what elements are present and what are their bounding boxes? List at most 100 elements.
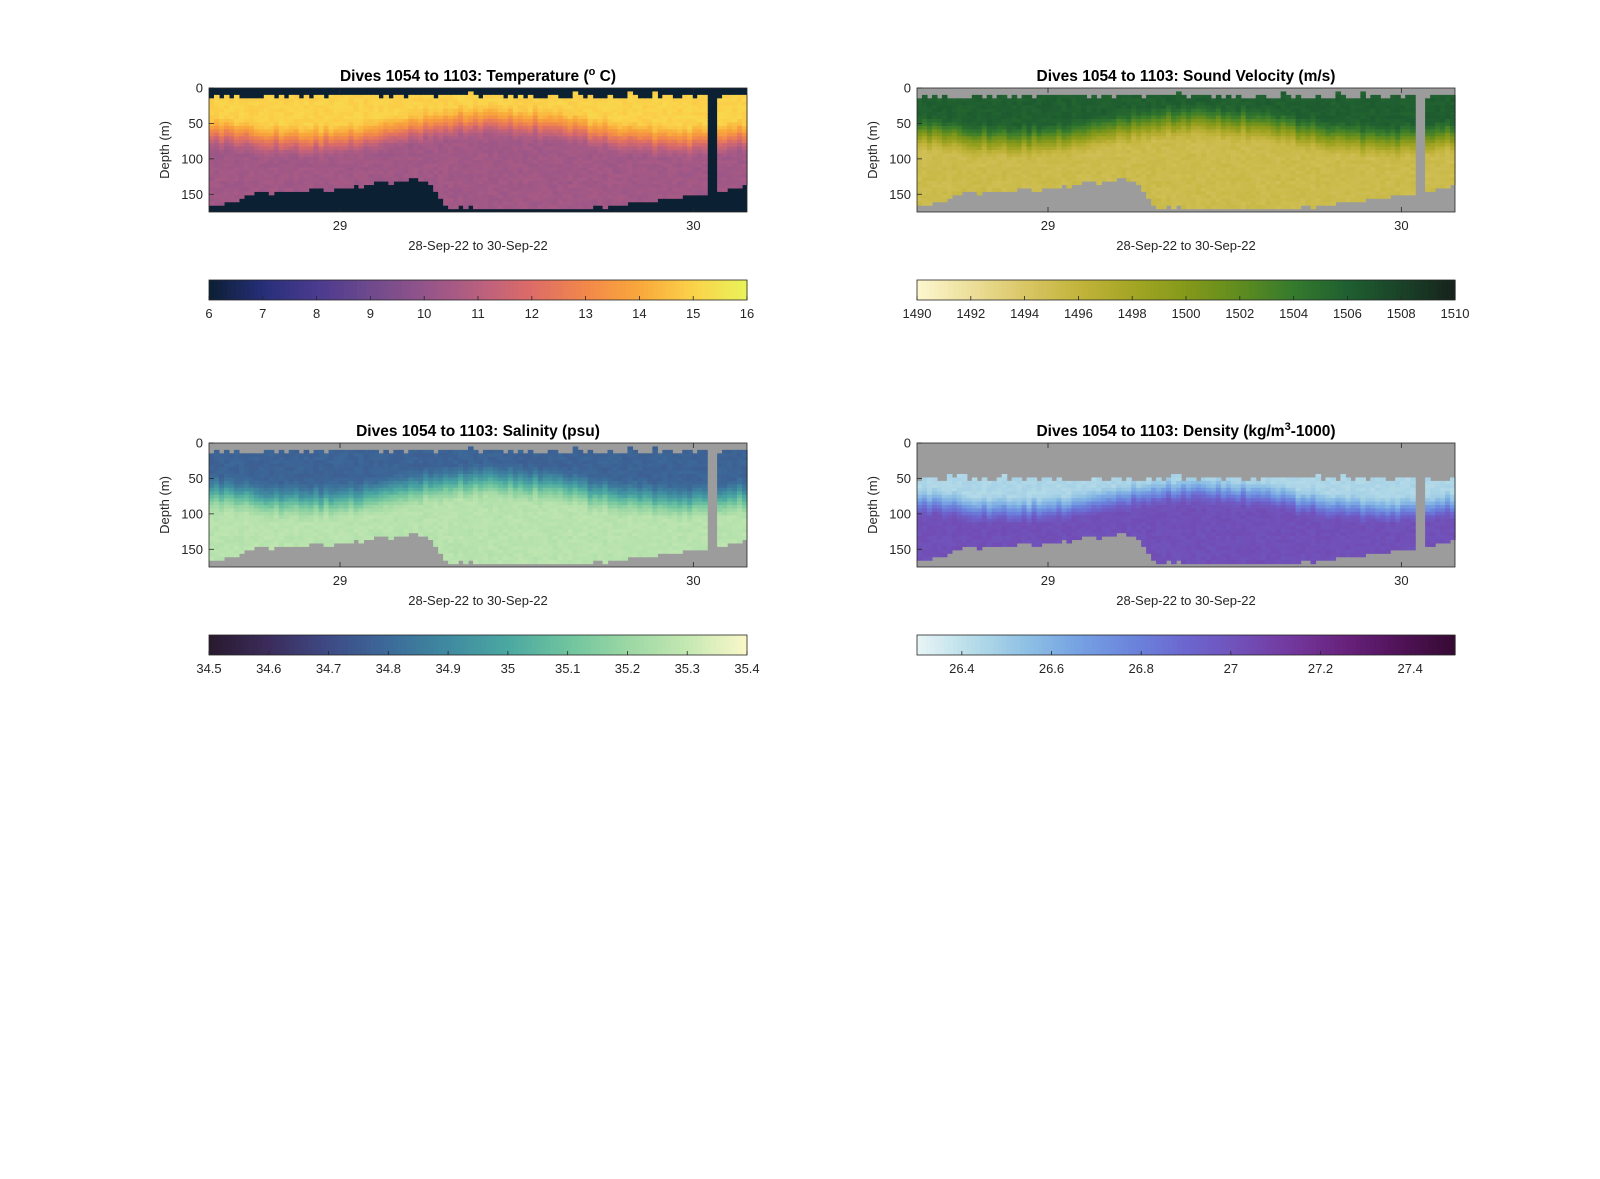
heatmap-cell — [1121, 125, 1127, 130]
heatmap-cell — [1166, 170, 1172, 175]
heatmap-cell — [592, 150, 599, 155]
heatmap-cell — [1091, 177, 1097, 182]
heatmap-cell — [1171, 101, 1177, 106]
heatmap-cell — [687, 174, 693, 179]
heatmap-cell — [1126, 170, 1132, 175]
heatmap-cell — [1156, 160, 1162, 165]
heatmap-cell — [323, 119, 330, 124]
heatmap-cell — [413, 146, 419, 151]
heatmap-cell — [248, 160, 255, 165]
heatmap-cell — [468, 167, 474, 172]
heatmap-cell — [517, 129, 524, 134]
heatmap-cell — [1181, 167, 1187, 172]
heatmap-cell — [547, 156, 554, 161]
heatmap-cell — [1210, 132, 1217, 137]
heatmap-cell — [921, 115, 928, 120]
heatmap-cell — [1205, 184, 1212, 189]
heatmap-cell — [1006, 105, 1013, 110]
colorbar-segment — [433, 280, 439, 300]
heatmap-cell — [617, 170, 624, 175]
heatmap-cell — [547, 105, 554, 110]
colorbar-segment — [209, 280, 215, 300]
heatmap-cell — [662, 136, 668, 141]
heatmap-cell — [258, 181, 265, 186]
heatmap-cell — [517, 201, 524, 206]
heatmap-cell — [313, 153, 320, 158]
heatmap-cell — [238, 101, 245, 106]
heatmap-cell — [428, 160, 434, 165]
heatmap-cell — [303, 98, 310, 103]
heatmap-cell — [1021, 136, 1028, 141]
heatmap-cell — [1161, 112, 1167, 117]
heatmap-cell — [572, 153, 579, 158]
heatmap-cell — [1190, 184, 1197, 189]
heatmap-cell — [1161, 136, 1167, 141]
heatmap-cell — [383, 112, 389, 117]
heatmap-cell — [497, 143, 504, 148]
heatmap-cell — [637, 163, 643, 168]
heatmap-cell — [1096, 125, 1102, 130]
heatmap-cell — [592, 153, 599, 158]
heatmap-cell — [986, 98, 993, 103]
heatmap-cell — [338, 146, 345, 151]
heatmap-cell — [637, 129, 643, 134]
heatmap-cell — [403, 132, 409, 137]
heatmap-cell — [323, 150, 330, 155]
heatmap-cell — [1031, 143, 1038, 148]
heatmap-cell — [1176, 194, 1182, 199]
heatmap-cell — [1176, 156, 1182, 161]
heatmap-cell — [408, 170, 414, 175]
heatmap-cell — [966, 125, 973, 130]
heatmap-cell — [552, 122, 559, 127]
heatmap-cell — [1051, 119, 1058, 124]
heatmap-cell — [512, 167, 519, 172]
heatmap-cell — [308, 167, 315, 172]
heatmap-cell — [667, 94, 673, 99]
heatmap-cell — [542, 181, 549, 186]
heatmap-cell — [353, 94, 360, 99]
heatmap-cell — [682, 143, 688, 148]
heatmap-cell — [1001, 146, 1008, 151]
heatmap-cell — [522, 191, 529, 196]
heatmap-cell — [617, 181, 624, 186]
heatmap-cell — [1205, 136, 1212, 141]
heatmap-cell — [1016, 177, 1023, 182]
heatmap-cell — [557, 163, 564, 168]
heatmap-cell — [1006, 184, 1013, 189]
heatmap-cell — [298, 125, 305, 130]
heatmap-cell — [1006, 139, 1013, 144]
heatmap-cell — [1136, 108, 1142, 113]
heatmap-cell — [1205, 115, 1212, 120]
colorbar-segment — [392, 280, 398, 300]
heatmap-cell — [941, 105, 948, 110]
heatmap-cell — [532, 119, 539, 124]
heatmap-cell — [273, 174, 280, 179]
heatmap-cell — [637, 184, 643, 189]
heatmap-cell — [1121, 112, 1127, 117]
heatmap-cell — [587, 105, 594, 110]
heatmap-cell — [627, 139, 634, 144]
heatmap-cell — [517, 105, 524, 110]
heatmap-cell — [487, 177, 494, 182]
heatmap-cell — [951, 125, 958, 130]
heatmap-cell — [1081, 177, 1087, 182]
heatmap-cell — [1101, 174, 1107, 179]
heatmap-cell — [667, 101, 673, 106]
heatmap-cell — [1051, 94, 1058, 99]
heatmap-cell — [428, 143, 434, 148]
heatmap-cell — [1011, 101, 1018, 106]
heatmap-cell — [1036, 153, 1043, 158]
heatmap-cell — [228, 98, 235, 103]
heatmap-cell — [448, 105, 454, 110]
heatmap-cell — [408, 153, 414, 158]
heatmap-cell — [627, 112, 634, 117]
heatmap-cell — [642, 115, 648, 120]
heatmap-cell — [582, 129, 589, 134]
heatmap-cell — [1195, 132, 1202, 137]
heatmap-cell — [587, 98, 594, 103]
heatmap-cell — [986, 132, 993, 137]
heatmap-cell — [348, 150, 355, 155]
heatmap-cell — [1071, 170, 1078, 175]
heatmap-cell — [682, 98, 688, 103]
heatmap-cell — [732, 181, 738, 186]
